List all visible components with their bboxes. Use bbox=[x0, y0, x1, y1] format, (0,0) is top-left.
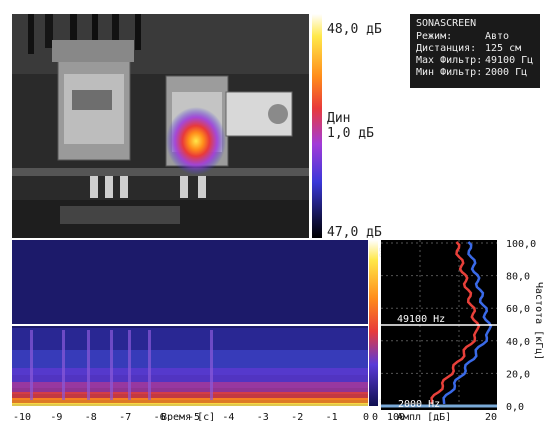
spectrogram-burst bbox=[110, 330, 113, 400]
spectrogram-burst bbox=[62, 330, 65, 400]
time-tick-label: -4 bbox=[222, 412, 234, 421]
time-tick-label: -8 bbox=[85, 412, 97, 421]
spectrogram-burst bbox=[30, 330, 33, 400]
level-scale-bar bbox=[369, 240, 378, 406]
setting-value: Авто bbox=[485, 31, 509, 42]
colorbar-dyn-title: Дин bbox=[327, 111, 350, 126]
color-scale-bar bbox=[312, 14, 322, 238]
spectrogram-burst bbox=[87, 330, 90, 400]
acoustic-hotspot bbox=[166, 107, 226, 175]
setting-label: Мин Фильтр: bbox=[416, 67, 482, 78]
setting-value: 2000 Гц bbox=[485, 67, 527, 78]
amplitude-tick-label: 20 bbox=[485, 412, 497, 421]
time-tick-label: -9 bbox=[50, 412, 62, 421]
frequency-axis-label: Частота [кГц] bbox=[533, 282, 544, 360]
time-tick-label: -2 bbox=[291, 412, 303, 421]
time-tick-label: 0 bbox=[363, 412, 369, 421]
time-tick-label: -3 bbox=[257, 412, 269, 421]
frequency-tick-label: 80,0 bbox=[506, 272, 530, 283]
max-filter-label: 49100 Hz bbox=[397, 314, 445, 325]
frequency-tick-label: 0,0 bbox=[506, 402, 524, 413]
spectrogram-band bbox=[12, 403, 368, 406]
device-name: SONASCREEN bbox=[416, 18, 476, 29]
spectrum-plot: 49100 Hz 2000 Hz bbox=[381, 240, 497, 410]
min-filter-label: 2000 Hz bbox=[398, 399, 440, 410]
spectrogram-burst bbox=[128, 330, 131, 400]
colorbar-dyn-value: 1,0 дБ bbox=[327, 126, 374, 141]
spectrogram-burst bbox=[148, 330, 151, 400]
colorbar-max-label: 48,0 дБ bbox=[327, 22, 382, 37]
time-tick-label: -10 bbox=[13, 412, 31, 421]
colorbar-min-label: 47,0 дБ bbox=[327, 225, 382, 240]
spectrogram-burst bbox=[210, 330, 213, 400]
frequency-tick-label: 100,0 bbox=[506, 239, 536, 250]
camera-view bbox=[12, 14, 309, 238]
setting-value: 125 см bbox=[485, 43, 521, 54]
setting-label: Дистанция: bbox=[416, 43, 476, 54]
amplitude-tick-label: 0 bbox=[372, 412, 378, 421]
setting-value: 49100 Гц bbox=[485, 55, 533, 66]
amplitude-axis-label: Ампл [дБ] bbox=[397, 412, 451, 421]
setting-label: Мах Фильтр: bbox=[416, 55, 482, 66]
spectrogram bbox=[12, 240, 368, 406]
frequency-tick-label: 20,0 bbox=[506, 369, 530, 380]
frequency-tick-label: 40,0 bbox=[506, 337, 530, 348]
setting-label: Режим: bbox=[416, 31, 452, 42]
time-tick-label: -1 bbox=[326, 412, 338, 421]
time-tick-label: -7 bbox=[119, 412, 131, 421]
time-axis-label: Время [с] bbox=[161, 412, 215, 421]
frequency-tick-label: 60,0 bbox=[506, 304, 530, 315]
